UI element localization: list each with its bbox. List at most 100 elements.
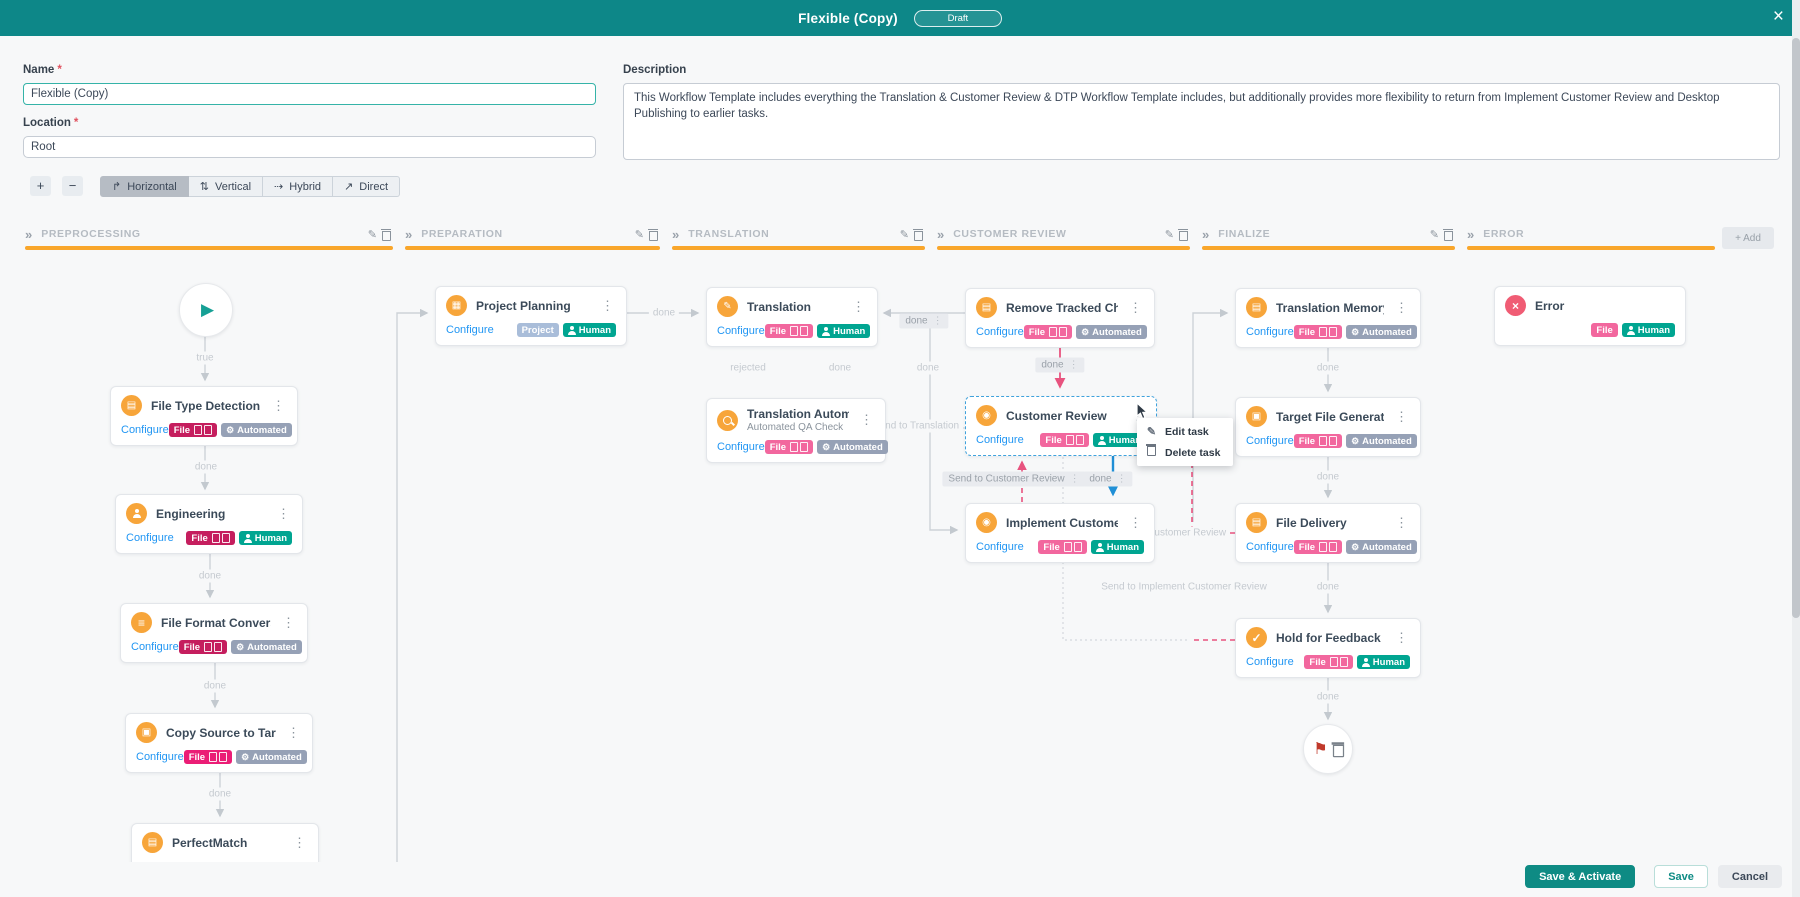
gear-icon: ⚙ (241, 751, 250, 762)
delete-column-icon[interactable] (1177, 228, 1188, 241)
kebab-menu-icon[interactable]: ⋮ (1395, 514, 1408, 530)
kebab-menu-icon[interactable]: ⋮ (1395, 408, 1408, 424)
kebab-menu-icon[interactable]: ⋮ (601, 297, 614, 313)
configure-link[interactable]: Configure (1246, 435, 1294, 447)
edge-label: done (190, 460, 222, 474)
kebab-menu-icon[interactable]: ⋮ (293, 834, 306, 850)
save-and-activate-button[interactable]: Save & Activate (1525, 865, 1636, 888)
delete-end-node-icon[interactable] (1330, 741, 1344, 757)
edit-column-icon[interactable]: ✎ (367, 228, 377, 241)
edge-label[interactable]: Send to Customer Review ⋮ (942, 471, 1086, 487)
configure-link[interactable]: Configure (976, 434, 1024, 446)
task-card-customer-review[interactable]: ◉ Customer Review ⋮ Configure File Human (965, 396, 1157, 456)
kebab-menu-icon[interactable]: ⋮ (932, 315, 943, 327)
layout-direct-button[interactable]: ↗ Direct (333, 176, 401, 197)
delete-column-icon[interactable] (1442, 228, 1453, 241)
layout-horizontal-button[interactable]: ↱ Horizontal (100, 176, 189, 197)
kebab-menu-icon[interactable]: ⋮ (272, 397, 285, 413)
kebab-menu-icon[interactable]: ⋮ (1395, 299, 1408, 315)
layout-vertical-button[interactable]: ⇅ Vertical (188, 176, 264, 197)
menu-item-delete-task[interactable]: Delete task (1137, 442, 1233, 463)
kebab-menu-icon[interactable]: ⋮ (1129, 299, 1142, 315)
task-title: File Type Detection (151, 398, 261, 413)
edit-column-icon[interactable]: ✎ (899, 228, 909, 241)
kebab-menu-icon[interactable]: ⋮ (1129, 514, 1142, 530)
column-underline (405, 246, 660, 250)
task-card-file-delivery[interactable]: ▤ File Delivery ⋮ Configure File ⚙ Automa… (1235, 503, 1421, 563)
column-header-preparation[interactable]: » PREPARATION ✎ (405, 226, 660, 242)
name-input[interactable] (23, 83, 596, 105)
task-card-project-planning[interactable]: ▦ Project Planning ⋮ Configure Project H… (435, 286, 627, 346)
task-card-target-file-generation[interactable]: ▣ Target File Generation ⋮ Configure Fil… (1235, 397, 1421, 457)
configure-link[interactable]: Configure (1246, 541, 1294, 553)
kebab-menu-icon[interactable]: ⋮ (1395, 629, 1408, 645)
location-input[interactable] (23, 136, 596, 158)
menu-item-edit-task[interactable]: ✎ Edit task (1146, 425, 1209, 439)
task-card-translation[interactable]: ✎ Translation ⋮ Configure File Human (706, 287, 878, 347)
configure-link[interactable]: Configure (121, 424, 169, 436)
save-button[interactable]: Save (1654, 865, 1708, 888)
cancel-button[interactable]: Cancel (1717, 865, 1782, 888)
kebab-menu-icon[interactable]: ⋮ (860, 412, 873, 427)
edge-label: done (1312, 690, 1344, 704)
calendar-icon: ▦ (446, 295, 467, 316)
dialog-title: Flexible (Copy) (798, 10, 898, 26)
file-badge: File (764, 324, 814, 338)
column-header-customer-review[interactable]: » CUSTOMER REVIEW ✎ (937, 226, 1190, 242)
vertical-scrollbar[interactable] (1792, 0, 1800, 897)
task-card-remove-tracked-changes[interactable]: ▤ Remove Tracked Change... ⋮ Configure F… (965, 288, 1155, 348)
delete-column-icon[interactable] (647, 228, 658, 241)
configure-link[interactable]: Configure (131, 641, 179, 653)
kebab-menu-icon[interactable]: ⋮ (852, 298, 865, 314)
task-card-engineering[interactable]: Engineering ⋮ Configure File Human (115, 494, 303, 554)
zoom-in-button[interactable]: + (30, 176, 51, 196)
kebab-menu-icon[interactable]: ⋮ (287, 724, 300, 740)
delete-column-icon[interactable] (380, 228, 391, 241)
task-card-translation-memory-update[interactable]: ▤ Translation Memory Update ⋮ Configure … (1235, 288, 1421, 348)
task-card-error[interactable]: × Error File Human (1494, 286, 1686, 346)
add-column-button[interactable]: + Add (1722, 227, 1774, 249)
scrollbar-thumb[interactable] (1792, 38, 1800, 618)
task-card-file-type-detection[interactable]: ▤ File Type Detection ⋮ Configure File ⚙… (110, 386, 298, 446)
column-header-error[interactable]: » ERROR (1467, 226, 1525, 242)
workflow-canvas[interactable]: » PREPROCESSING ✎ » PREPARATION ✎ » TRAN… (0, 0, 1792, 862)
kebab-menu-icon[interactable]: ⋮ (1116, 473, 1127, 485)
required-asterisk: * (73, 117, 79, 129)
column-header-preprocessing[interactable]: » PREPROCESSING ✎ (25, 226, 393, 242)
edit-column-icon[interactable]: ✎ (1429, 228, 1439, 241)
task-card-copy-source-to-target[interactable]: ▣ Copy Source to Target ⋮ Configure File… (125, 713, 313, 773)
layout-hybrid-button[interactable]: ⇢ Hybrid (263, 176, 334, 197)
task-card-perfectmatch[interactable]: ▤ PerfectMatch ⋮ (131, 823, 319, 862)
zoom-out-button[interactable]: − (62, 176, 83, 196)
kebab-menu-icon[interactable]: ⋮ (1069, 473, 1080, 485)
start-node[interactable]: ▶ (179, 283, 233, 337)
task-card-translation-automated-qa[interactable]: Translation Automated Q... Automated QA … (706, 398, 888, 463)
kebab-menu-icon[interactable]: ⋮ (277, 505, 290, 521)
configure-link[interactable]: Configure (446, 324, 494, 336)
kebab-menu-icon[interactable]: ⋮ (1068, 359, 1079, 371)
mouse-cursor (1136, 403, 1149, 420)
kebab-menu-icon[interactable]: ⋮ (282, 614, 295, 630)
configure-link[interactable]: Configure (126, 532, 174, 544)
configure-link[interactable]: Configure (717, 325, 765, 337)
task-card-implement-customer-review[interactable]: ◉ Implement Customer Rev... ⋮ Configure … (965, 503, 1155, 563)
configure-link[interactable]: Configure (976, 541, 1024, 553)
configure-link[interactable]: Configure (976, 326, 1024, 338)
column-header-finalize[interactable]: » FINALIZE ✎ (1202, 226, 1455, 242)
edge-label[interactable]: done ⋮ (899, 313, 949, 329)
configure-link[interactable]: Configure (136, 751, 184, 763)
close-icon[interactable]: × (1772, 6, 1784, 27)
edit-column-icon[interactable]: ✎ (634, 228, 644, 241)
configure-link[interactable]: Configure (717, 441, 765, 453)
column-header-translation[interactable]: » TRANSLATION ✎ (672, 226, 925, 242)
edge-label[interactable]: done ⋮ (1083, 471, 1133, 487)
edge-label[interactable]: done ⋮ (1035, 357, 1085, 373)
configure-link[interactable]: Configure (1246, 656, 1294, 668)
delete-column-icon[interactable] (912, 228, 923, 241)
configure-link[interactable]: Configure (1246, 326, 1294, 338)
description-textarea[interactable]: This Workflow Template includes everythi… (623, 83, 1780, 160)
task-card-file-format-conversion[interactable]: ≡ File Format Conversion ⋮ Configure Fil… (120, 603, 308, 663)
end-node[interactable]: ⚑ (1303, 724, 1353, 774)
task-card-hold-for-feedback[interactable]: ✓ Hold for Feedback ⋮ Configure File Hum… (1235, 618, 1421, 678)
edit-column-icon[interactable]: ✎ (1164, 228, 1174, 241)
